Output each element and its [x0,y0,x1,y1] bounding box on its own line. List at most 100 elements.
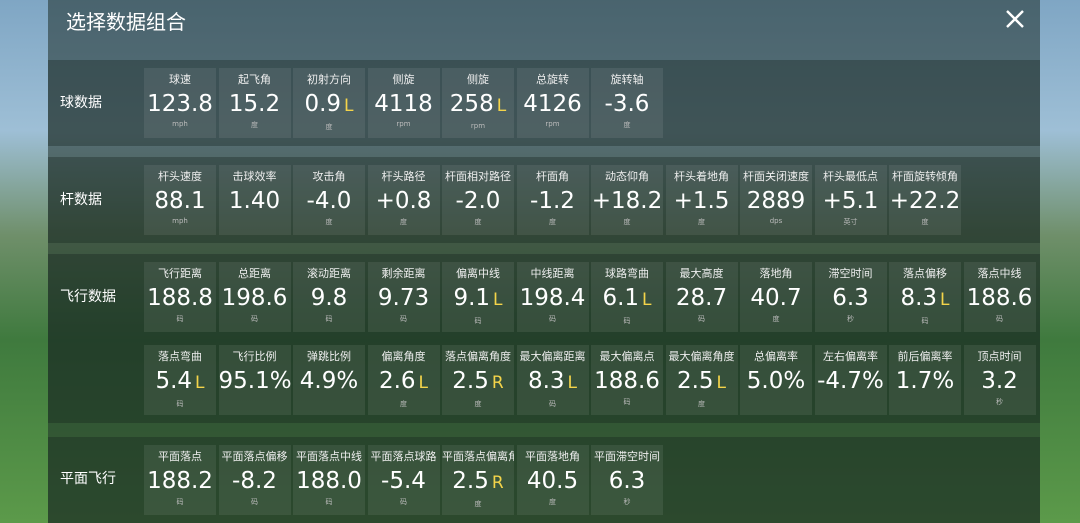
cell-unit: rpm [396,120,411,128]
data-cell[interactable]: 杆头速度 88.1 mph [144,165,216,235]
data-cell[interactable]: 落点偏离角度 2.5 R 度 [442,345,514,415]
cell-value-row: 9.8 [293,284,365,312]
data-cell[interactable]: 顶点时间 3.2 秒 [963,345,1036,415]
cell-value-row: 88.1 [144,187,216,215]
data-cell[interactable]: 中线距离 198.4 码 [516,262,589,332]
data-cell[interactable]: 剩余距离 9.73 码 [367,262,440,332]
data-cell[interactable]: 前后偏离率 1.7% [889,345,961,415]
cell-value-row: 0.9 L [293,90,365,120]
data-cell[interactable]: 落点弯曲 5.4 L 码 [144,345,216,415]
cell-unit: 度 [400,218,407,226]
data-cell[interactable]: 最大偏离角度 2.5 L 度 [665,345,738,415]
cell-value: 4.9% [299,368,359,394]
cell-unit: 码 [549,315,556,323]
data-cell[interactable]: 平面落点中线 188.0 码 [293,445,365,515]
cell-value-row: 258 L [442,90,514,120]
data-cell[interactable]: 杆面角 -1.2 度 [516,165,589,235]
cell-unit: 秒 [623,498,631,506]
data-cell[interactable]: 偏离角度 2.6 L 度 [367,345,440,415]
data-cell[interactable]: 平面落点偏移 -8.2 码 [218,445,291,515]
data-cell[interactable]: 滚动距离 9.8 码 [293,262,365,332]
data-cell[interactable]: 飞行距离 188.8 码 [144,262,216,332]
cell-value-row: 95.1% [219,367,292,395]
cell-label: 攻击角 [312,170,346,183]
cell-label: 平面落地角 [525,450,580,463]
data-cell[interactable]: 落点偏移 8.3 L 码 [889,262,961,332]
cell-value: 88.1 [154,188,206,214]
data-cell[interactable]: 球路弯曲 6.1 L 码 [591,262,663,332]
cell-value: 5.4 [155,368,193,394]
data-cell[interactable]: 飞行比例 95.1% [218,345,292,415]
data-cell[interactable]: 侧旋 4118 rpm [367,68,440,138]
cell-value-row: -2.0 [442,187,514,215]
close-button[interactable] [1002,6,1028,32]
data-cell[interactable]: 平面滞空时间 6.3 秒 [591,445,663,515]
data-cell[interactable]: 平面落点球路 -5.4 码 [367,445,440,515]
cell-value: -4.0 [306,188,352,214]
cell-value-row: 6.3 [591,467,663,495]
cell-label: 飞行距离 [158,267,202,280]
cell-label: 中线距离 [530,267,575,280]
data-cell[interactable]: 杆头着地角 +1.5 度 [665,165,738,235]
data-cell[interactable]: 左右偏离率 -4.7% [814,345,887,415]
cell-unit: 码 [251,315,258,323]
data-cell[interactable]: 总偏离率 5.0% [740,345,812,415]
cell-unit: 度 [698,218,705,226]
data-cell[interactable]: 平面落地角 40.5 度 [516,445,589,515]
data-cell[interactable]: 最大高度 28.7 码 [665,262,738,332]
cell-direction: R [491,473,504,493]
cell-unit: 度 [474,400,482,408]
data-cell[interactable]: 总旋转 4126 rpm [516,68,589,138]
cell-value-row: 15.2 [219,90,291,118]
data-cell[interactable]: 旋转轴 -3.6 度 [591,68,663,138]
data-cell[interactable]: 初射方向 0.9 L 度 [293,68,365,138]
cell-value: 40.7 [750,285,802,311]
cell-value: 2.5 [452,368,489,394]
data-cell[interactable]: 偏离中线 9.1 L 码 [442,262,514,332]
data-cell[interactable]: 总距离 198.6 码 [218,262,291,332]
data-cell[interactable]: 弹跳比例 4.9% [293,345,365,415]
data-cell[interactable]: 杆面旋转倾角 +22.2 度 [889,165,961,235]
cell-label: 动态仰角 [605,170,649,183]
data-cell[interactable]: 杆面关闭速度 2889 dps [740,165,812,235]
cell-value: -4.7% [817,368,884,394]
cell-label: 平面落点中线 [296,450,362,463]
cell-value-row: 9.1 L [442,284,514,314]
cell-unit: 码 [623,398,631,406]
cell-value: 6.1 [602,285,640,311]
data-cell[interactable]: 最大偏离点 188.6 码 [591,345,663,415]
cell-value-row: 4118 [368,90,440,118]
data-cell[interactable]: 落地角 40.7 度 [740,262,812,332]
data-cell[interactable]: 最大偏离距离 8.3 L 码 [516,345,589,415]
cell-value-row: 2.5 R [442,367,514,397]
data-cell[interactable]: 击球效率 1.40 [218,165,291,235]
cell-value-row: 40.7 [740,284,812,312]
cell-unit: mph [172,217,188,225]
cell-value: 28.7 [675,285,728,311]
cell-value-row: 1.40 [219,187,291,215]
cell-unit: 码 [400,315,407,323]
cell-value-row: 4126 [517,90,589,118]
cell-label: 平面落点偏移 [221,450,288,463]
data-cell[interactable]: 攻击角 -4.0 度 [293,165,365,235]
cell-label: 落点中线 [977,267,1022,280]
data-cell[interactable]: 杆面相对路径 -2.0 度 [442,165,514,235]
cell-label: 平面落点球路 [370,450,437,463]
cell-value: 4118 [374,91,433,117]
data-cell[interactable]: 杆头最低点 +5.1 英寸 [814,165,887,235]
data-cell[interactable]: 滞空时间 6.3 秒 [814,262,887,332]
cell-value: -1.2 [530,188,575,214]
data-cell[interactable]: 球速 123.8 mph [144,68,216,138]
data-cell[interactable]: 平面落点 188.2 码 [144,445,216,515]
cell-value-row: 2.5 R [442,467,514,497]
data-cell[interactable]: 杆头路径 +0.8 度 [367,165,440,235]
cell-value-row: 8.3 L [889,284,961,314]
data-cell[interactable]: 动态仰角 +18.2 度 [591,165,663,235]
cell-label: 杆头路径 [381,170,426,183]
cell-value: 123.8 [147,91,213,117]
data-cell[interactable]: 落点中线 188.6 码 [963,262,1036,332]
data-cell[interactable]: 平面落点偏离角 2.5 R 度 [442,445,514,515]
cell-label: 初射方向 [307,73,351,86]
data-cell[interactable]: 起飞角 15.2 度 [218,68,291,138]
